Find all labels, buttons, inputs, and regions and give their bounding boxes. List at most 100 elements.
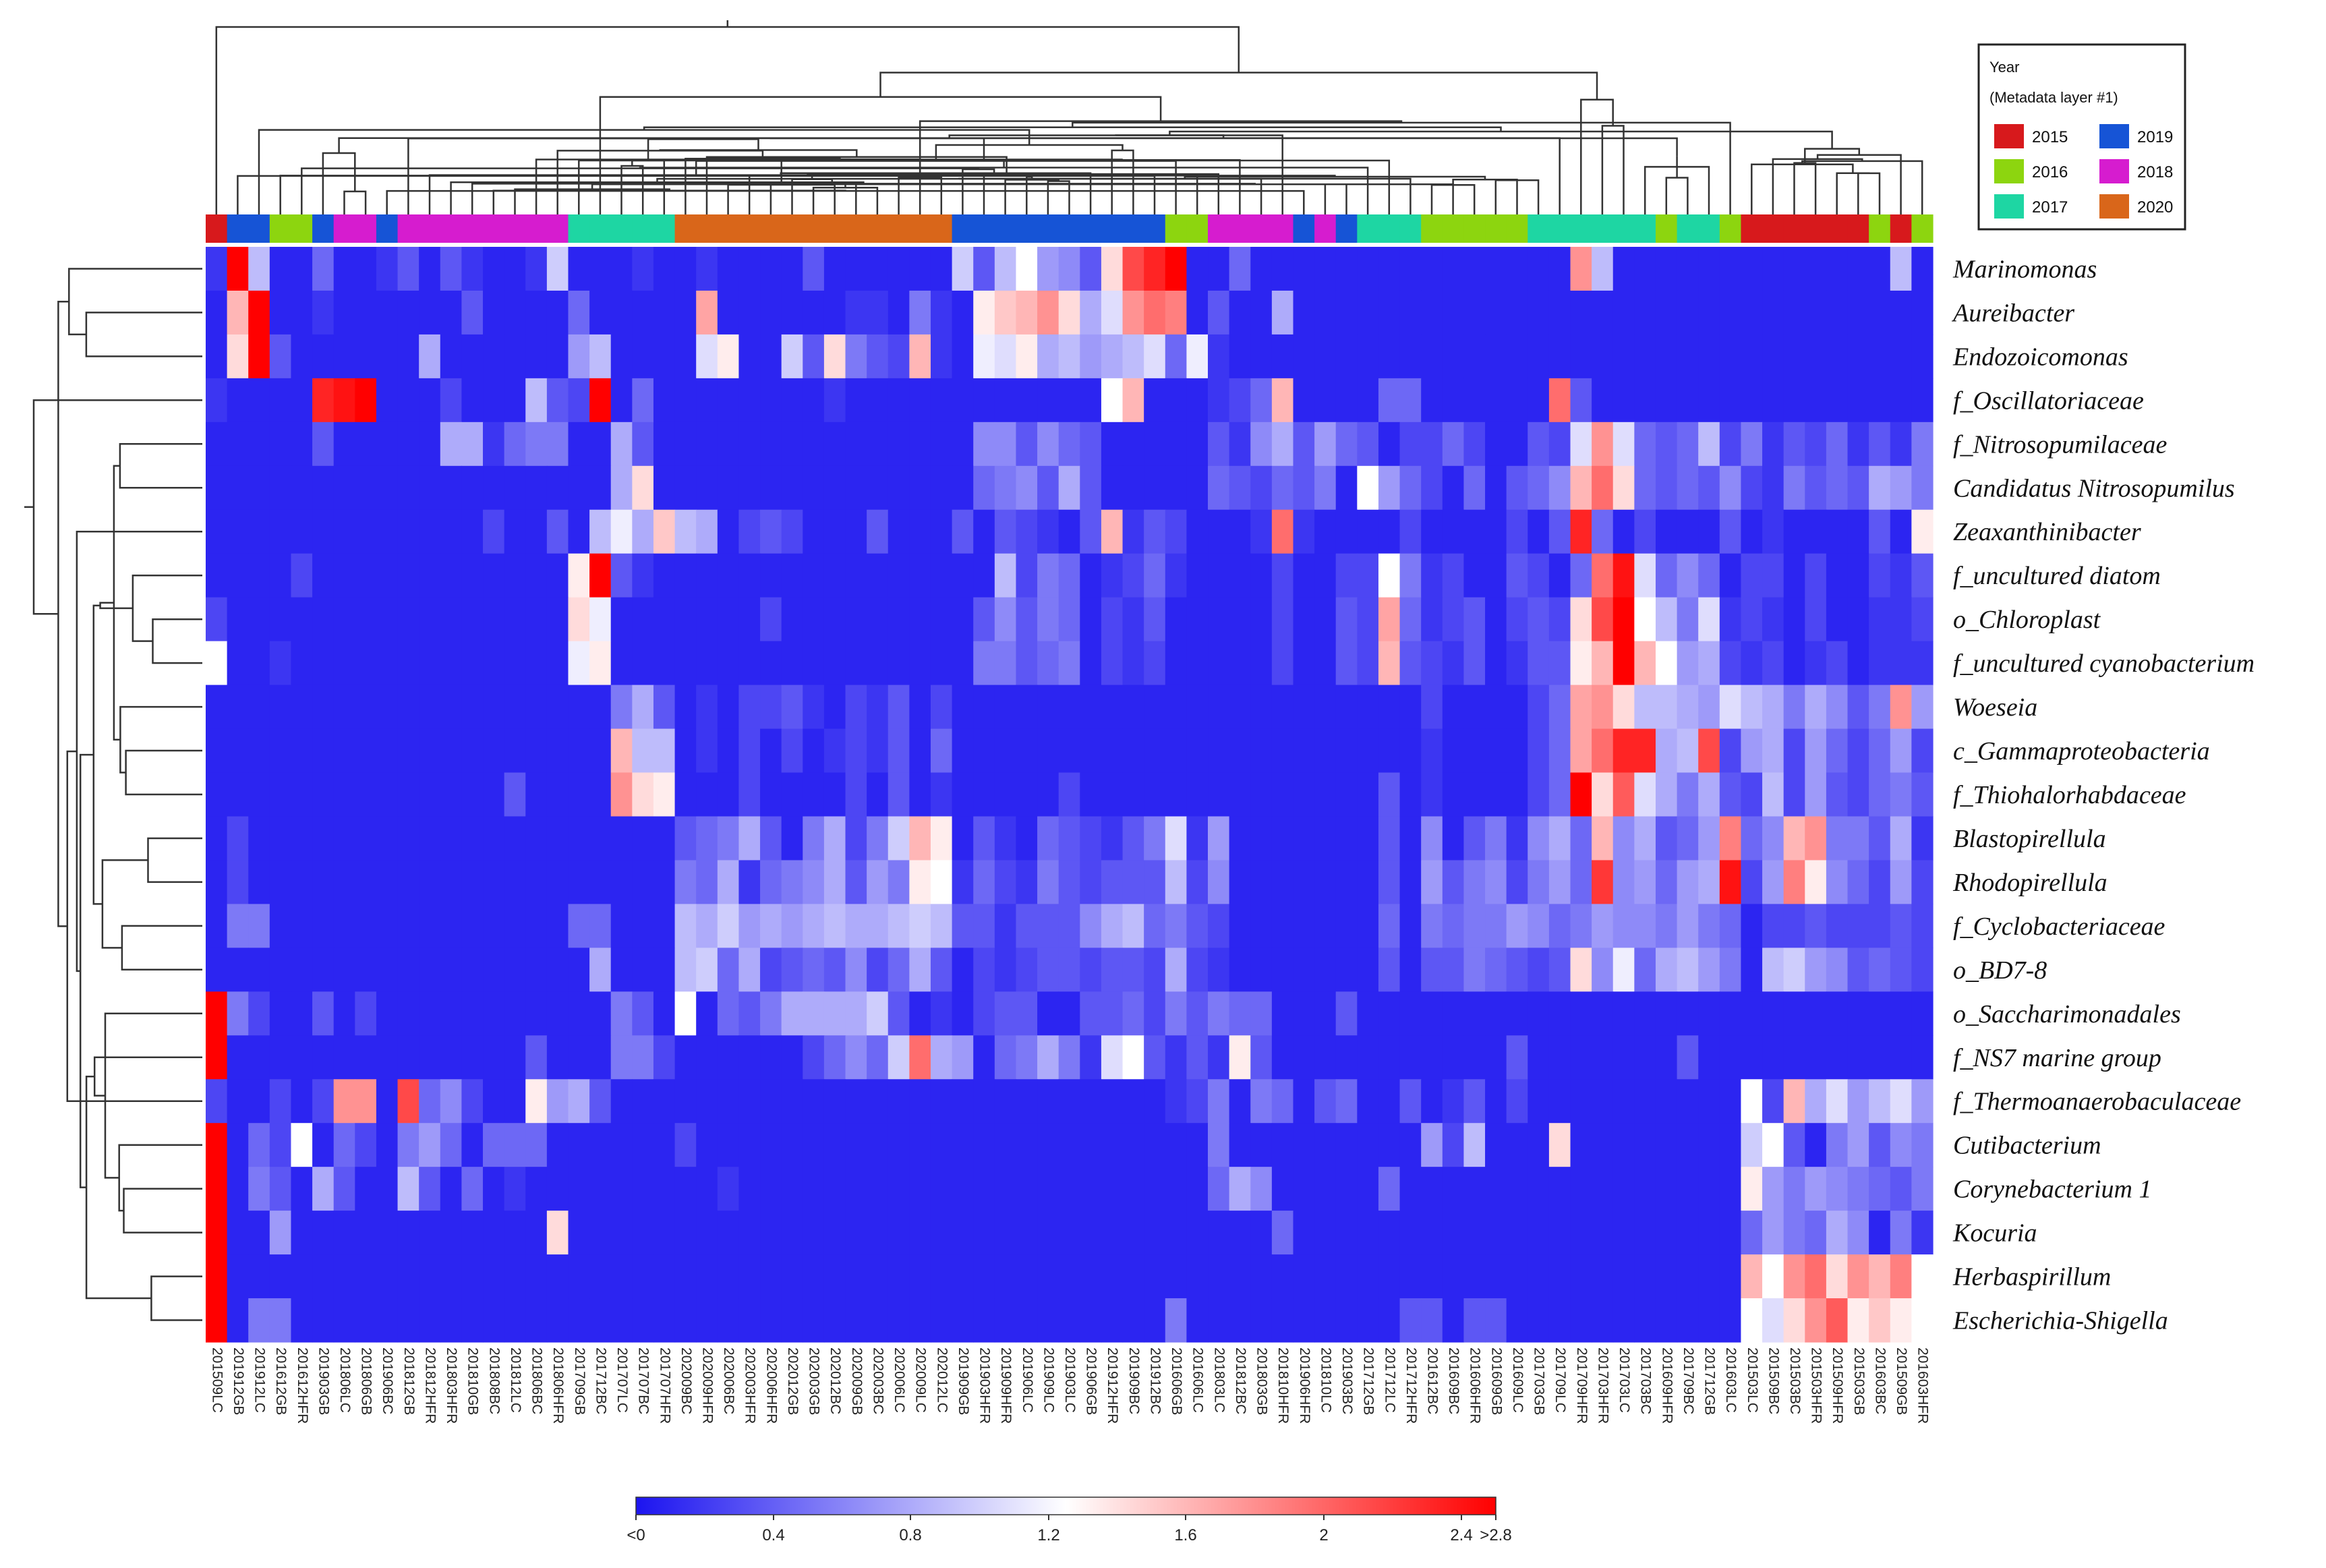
heatmap-cell bbox=[1293, 1254, 1315, 1299]
heatmap-cell bbox=[952, 290, 974, 335]
heatmap-cell bbox=[440, 728, 463, 774]
dendrogram-branch bbox=[123, 1188, 202, 1233]
heatmap-cell bbox=[1271, 685, 1294, 730]
heatmap-cell bbox=[1421, 685, 1443, 730]
heatmap-cell bbox=[206, 685, 228, 730]
heatmap-cell bbox=[1122, 904, 1144, 948]
heatmap-cell bbox=[376, 860, 399, 904]
heatmap-cell bbox=[1698, 1079, 1720, 1124]
heatmap-cell bbox=[888, 378, 910, 423]
heatmap-cell bbox=[1805, 378, 1827, 423]
heatmap-cell bbox=[1229, 1079, 1251, 1124]
heatmap-cell bbox=[994, 860, 1017, 904]
heatmap-cell bbox=[1548, 378, 1571, 423]
heatmap-cell bbox=[1335, 991, 1358, 1036]
heatmap-cell bbox=[1144, 685, 1166, 730]
heatmap-cell bbox=[1144, 290, 1166, 335]
column-dendrogram bbox=[215, 20, 1923, 214]
heatmap-cell bbox=[1612, 904, 1635, 948]
heatmap-cell bbox=[1719, 772, 1742, 817]
heatmap-cell bbox=[952, 1167, 974, 1211]
heatmap-cell bbox=[1293, 422, 1315, 467]
heatmap-cell bbox=[1101, 334, 1124, 379]
heatmap-cell bbox=[1378, 685, 1401, 730]
heatmap-cell bbox=[867, 290, 889, 335]
heatmap-cell bbox=[227, 509, 249, 554]
heatmap-cell bbox=[525, 509, 548, 554]
heatmap-cell bbox=[909, 334, 931, 379]
heatmap-cell bbox=[1548, 685, 1571, 730]
heatmap-cell bbox=[1186, 816, 1209, 861]
heatmap-cell bbox=[1442, 1298, 1465, 1343]
heatmap-cell bbox=[1016, 685, 1038, 730]
heatmap-cell bbox=[867, 641, 889, 686]
heatmap-cell bbox=[397, 685, 419, 730]
heatmap-cell bbox=[1335, 1167, 1358, 1211]
heatmap-cell bbox=[1805, 728, 1827, 774]
heatmap-cell bbox=[1399, 290, 1422, 335]
heatmap-cell bbox=[1719, 685, 1742, 730]
heatmap-cell bbox=[1314, 597, 1337, 642]
heatmap-cell bbox=[461, 1254, 484, 1299]
heatmap-cell bbox=[269, 422, 292, 467]
heatmap-cell bbox=[1378, 1211, 1401, 1255]
column-label: 201707LC bbox=[614, 1347, 630, 1413]
heatmap-cell bbox=[1506, 1211, 1528, 1255]
heatmap-cell bbox=[1528, 597, 1550, 642]
heatmap-cell bbox=[1058, 422, 1080, 467]
heatmap-cell bbox=[696, 509, 718, 554]
heatmap-cell bbox=[1655, 1079, 1678, 1124]
heatmap-cell bbox=[1314, 1211, 1337, 1255]
heatmap-cell bbox=[1357, 1254, 1379, 1299]
heatmap-cell bbox=[1357, 1298, 1379, 1343]
heatmap-cell bbox=[248, 422, 270, 467]
column-label: 201806LC bbox=[337, 1347, 353, 1413]
heatmap-cell bbox=[1485, 334, 1507, 379]
heatmap-cell bbox=[1592, 991, 1614, 1036]
heatmap-cell bbox=[525, 816, 548, 861]
heatmap-cell bbox=[312, 1298, 335, 1343]
heatmap-cell bbox=[1229, 1254, 1251, 1299]
heatmap-cell bbox=[1911, 509, 1934, 554]
heatmap-cell bbox=[1826, 904, 1849, 948]
heatmap-cell bbox=[1229, 991, 1251, 1036]
heatmap-cell bbox=[1719, 860, 1742, 904]
heatmap-cell bbox=[1741, 597, 1763, 642]
heatmap-cell bbox=[1186, 641, 1209, 686]
heatmap-cell bbox=[1741, 1254, 1763, 1299]
annotation-cell bbox=[1612, 214, 1635, 243]
heatmap-cell bbox=[504, 509, 526, 554]
heatmap-cell bbox=[867, 948, 889, 992]
heatmap-cell bbox=[333, 948, 355, 992]
heatmap-cell bbox=[1016, 1167, 1038, 1211]
heatmap-cell bbox=[1847, 422, 1869, 467]
heatmap-cell bbox=[1101, 1211, 1124, 1255]
heatmap-cell bbox=[504, 772, 526, 817]
heatmap-cell bbox=[1165, 816, 1187, 861]
heatmap-cell bbox=[1762, 1211, 1784, 1255]
heatmap-cell bbox=[419, 772, 441, 817]
heatmap-cell bbox=[397, 641, 419, 686]
heatmap-cell bbox=[1698, 334, 1720, 379]
heatmap-cell bbox=[674, 1035, 697, 1080]
colorbar-tick-label: 2 bbox=[1319, 1526, 1328, 1544]
heatmap-cell bbox=[1847, 553, 1869, 598]
heatmap-cell bbox=[1762, 685, 1784, 730]
heatmap-cell bbox=[1037, 597, 1059, 642]
heatmap-cell bbox=[525, 948, 548, 992]
heatmap-cell bbox=[653, 465, 676, 511]
heatmap-cell bbox=[1165, 948, 1187, 992]
heatmap-cell bbox=[1144, 1035, 1166, 1080]
heatmap-cell bbox=[1847, 991, 1869, 1036]
heatmap-cell bbox=[589, 991, 612, 1036]
heatmap-cell bbox=[206, 509, 228, 554]
heatmap-cell bbox=[760, 904, 782, 948]
heatmap-cell bbox=[504, 904, 526, 948]
heatmap-cell bbox=[1783, 378, 1805, 423]
heatmap-cell bbox=[1655, 816, 1678, 861]
heatmap-cell bbox=[1783, 509, 1805, 554]
heatmap-cell bbox=[1762, 816, 1784, 861]
heatmap-cell bbox=[717, 860, 740, 904]
heatmap-cell bbox=[1762, 904, 1784, 948]
heatmap-cell bbox=[1293, 247, 1315, 291]
